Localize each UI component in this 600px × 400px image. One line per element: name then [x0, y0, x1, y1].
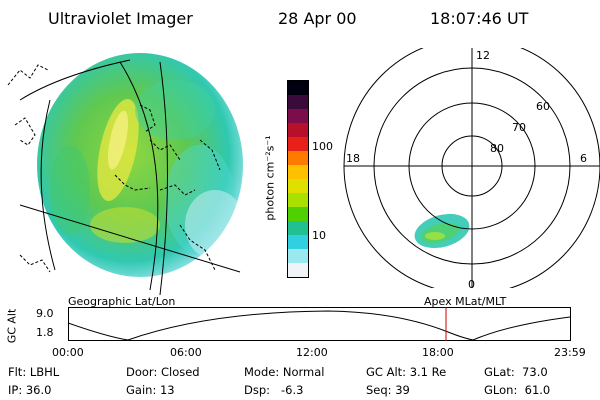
colorbar-band [288, 123, 308, 137]
status-glat: GLat: 73.0 [484, 365, 548, 379]
status-flt: Flt: LBHL [8, 365, 60, 379]
geo-grid [19, 59, 241, 296]
colorbar-tick-10: 10 [312, 229, 326, 242]
status-seq: Seq: 39 [366, 383, 410, 397]
colorbar-band [288, 95, 308, 109]
lat-label-80: 80 [490, 142, 504, 155]
colorbar-band [288, 221, 308, 235]
colorbar-unit-label: photon cm⁻²s⁻¹ [263, 135, 277, 221]
colorbar-band [288, 81, 308, 95]
image-date: 28 Apr 00 [278, 9, 357, 28]
colorbar-band [288, 109, 308, 123]
time-tick-0600: 06:00 [170, 346, 202, 359]
altitude-curve [68, 310, 571, 341]
time-tick-2359: 23:59 [554, 346, 586, 359]
colorbar-band [288, 165, 308, 179]
geographic-label: Geographic Lat/Lon [68, 295, 176, 308]
colorbar-band [288, 207, 308, 221]
altitude-plot [68, 307, 571, 341]
altitude-tick-1.8: 1.8 [36, 326, 54, 339]
time-tick-1800: 18:00 [422, 346, 454, 359]
status-dsp: Dsp: -6.3 [244, 383, 304, 397]
colorbar-tick-100: 100 [312, 140, 333, 153]
altitude-tick-9: 9.0 [36, 307, 54, 320]
altitude-axis-label: GC Alt [5, 308, 19, 344]
auroral-oval-blob [414, 213, 470, 249]
colorbar-band [288, 235, 308, 249]
apex-polar-plot: 12 18 6 0 60 70 80 [343, 48, 600, 288]
mlt-label-6: 6 [580, 152, 587, 165]
mlt-label-0: 0 [468, 278, 475, 288]
colorbar-band [288, 193, 308, 207]
colorbar-band [288, 263, 308, 277]
colorbar-band [288, 137, 308, 151]
colorbar-band [288, 151, 308, 165]
mlt-label-18: 18 [346, 152, 360, 165]
geographic-auroral-image [7, 53, 243, 296]
polar-grid [343, 48, 600, 288]
lat-label-60: 60 [536, 100, 550, 113]
status-door: Door: Closed [126, 365, 200, 379]
status-mode: Mode: Normal [244, 365, 325, 379]
coastlines [7, 64, 221, 273]
status-glon: GLon: 61.0 [484, 383, 551, 397]
colorbar-band [288, 249, 308, 263]
intensity-colorbar [287, 80, 309, 278]
lat-label-70: 70 [512, 121, 526, 134]
mlt-label-12: 12 [476, 49, 490, 62]
status-ip: IP: 36.0 [8, 383, 52, 397]
time-tick-1200: 12:00 [296, 346, 328, 359]
image-time: 18:07:46 UT [430, 9, 529, 28]
colorbar-band [288, 179, 308, 193]
time-tick-0000: 00:00 [52, 346, 84, 359]
status-gain: Gain: 13 [126, 383, 175, 397]
apex-label: Apex MLat/MLT [424, 295, 507, 308]
instrument-title: Ultraviolet Imager [48, 9, 193, 28]
status-gc-alt: GC Alt: 3.1 Re [366, 365, 447, 379]
